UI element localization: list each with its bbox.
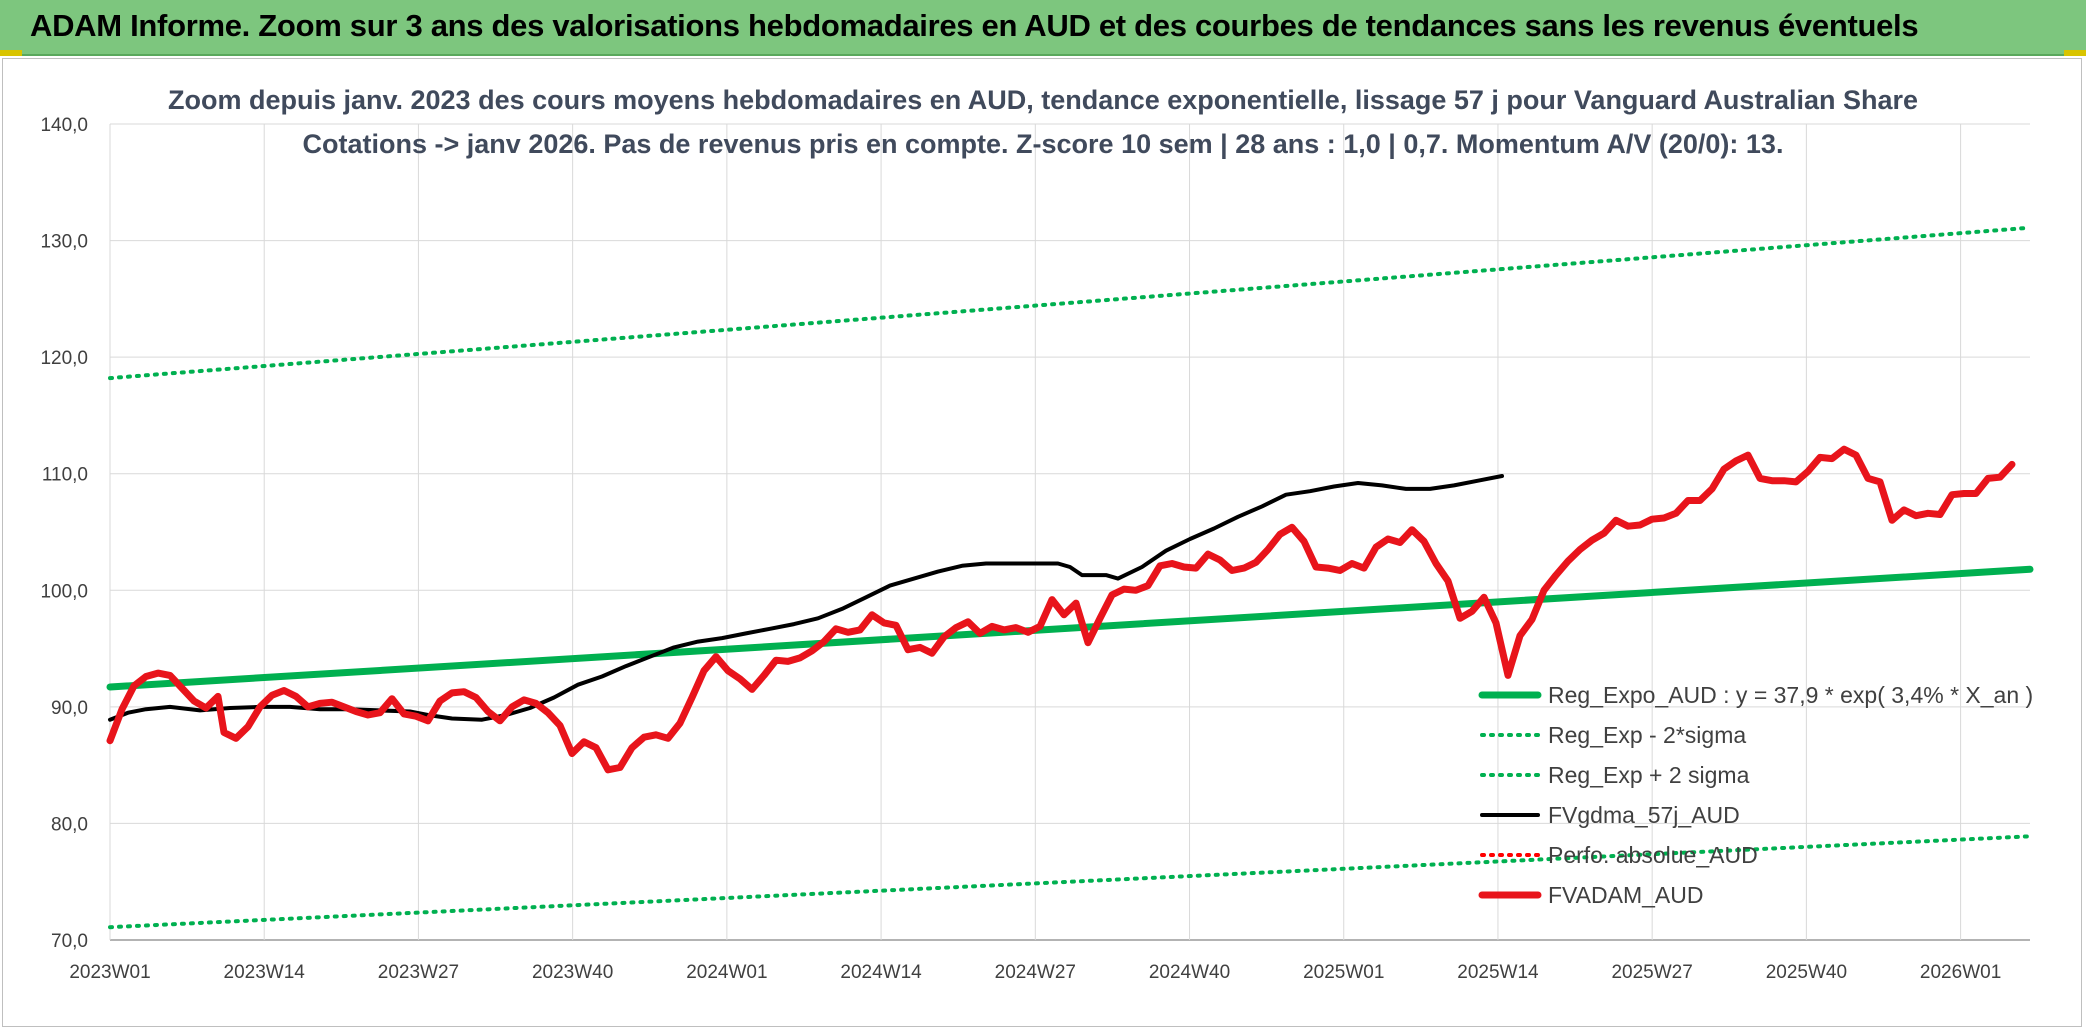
chart-title-line-1: Zoom depuis janv. 2023 des cours moyens … [168, 85, 1918, 115]
report-title: ADAM Informe. Zoom sur 3 ans des valoris… [30, 8, 1919, 43]
x-tick-label: 2024W14 [840, 962, 922, 983]
y-tick-label: 90,0 [51, 698, 88, 719]
x-tick-label: 2023W40 [532, 962, 613, 983]
x-tick-label: 2024W01 [686, 962, 767, 983]
x-tick-label: 2024W40 [1149, 962, 1230, 983]
y-tick-label: 140,0 [40, 115, 88, 136]
series-line-0 [106, 565, 2034, 691]
chart-legend: Reg_Expo_AUD : y = 37,9 * exp( 3,4% * X_… [1478, 682, 2033, 908]
legend-entry: Reg_Exp - 2*sigma [1548, 722, 1746, 748]
x-tick-label: 2025W27 [1611, 962, 1692, 983]
x-tick-label: 2025W14 [1457, 962, 1539, 983]
x-tick-label: 2023W14 [224, 962, 306, 983]
chart-frame [2, 58, 2082, 1027]
y-tick-label: 120,0 [40, 348, 88, 369]
legend-entry: Reg_Expo_AUD : y = 37,9 * exp( 3,4% * X_… [1548, 682, 2033, 708]
x-tick-label: 2023W27 [378, 962, 459, 983]
series-line-1 [108, 834, 2032, 930]
x-tick-label: 2026W01 [1920, 962, 2001, 983]
x-tick-label: 2025W01 [1303, 962, 1384, 983]
banner-left-accent [0, 50, 22, 56]
legend-entry: Perfo. absolue_AUD [1548, 842, 1758, 868]
y-tick-label: 70,0 [51, 931, 88, 952]
x-tick-label: 2025W40 [1766, 962, 1847, 983]
series-line-3 [108, 474, 1504, 722]
series-line-5 [106, 445, 2016, 774]
y-tick-label: 110,0 [42, 465, 88, 486]
legend-entry: Reg_Exp + 2 sigma [1548, 762, 1750, 788]
legend-entry: FVgdma_57j_AUD [1548, 802, 1740, 828]
series-line-2 [108, 225, 2032, 381]
axes: 70,0 80,0 90,0 100,0 110,0 120,0 130,0 140,0 202… [40, 115, 2001, 983]
chart-title-line-2: Cotations -> janv 2026. Pas de revenus p… [303, 129, 1784, 159]
gridlines [109, 123, 2030, 941]
chart-title: Zoom depuis janv. 2023 des cours moyens … [168, 85, 1918, 159]
report-banner: ADAM Informe. Zoom sur 3 ans des valoris… [0, 0, 2086, 56]
x-tick-label: 2023W01 [69, 962, 150, 983]
y-tick-label: 100,0 [40, 581, 88, 602]
series-layer [106, 225, 2034, 930]
banner-right-accent [2064, 50, 2086, 56]
y-tick-label: 130,0 [40, 232, 88, 253]
y-tick-label: 80,0 [51, 814, 88, 835]
legend-entry: FVADAM_AUD [1548, 882, 1704, 908]
x-tick-label: 2024W27 [995, 962, 1076, 983]
